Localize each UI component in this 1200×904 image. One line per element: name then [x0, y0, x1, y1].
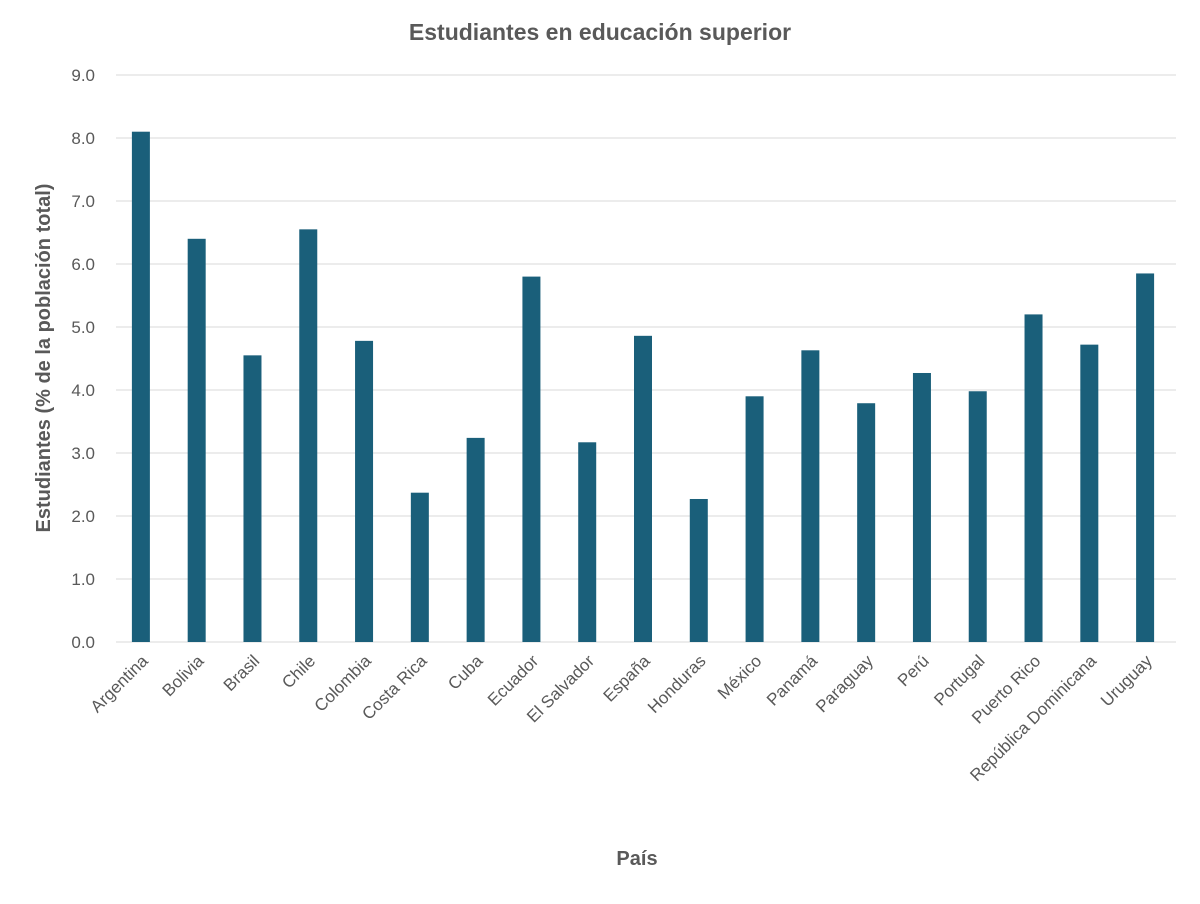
chart-title: Estudiantes en educación superior	[409, 19, 791, 45]
x-tick-label: Ecuador	[484, 651, 542, 709]
x-tick-label: Bolivia	[159, 651, 208, 700]
bar-perú	[912, 372, 931, 642]
bars	[131, 131, 1155, 643]
y-tick-label: 8.0	[71, 129, 95, 148]
bar-chile	[299, 229, 318, 642]
x-tick-label: Brasil	[220, 651, 263, 694]
y-axis-ticks: 0.0 1.0 2.0 3.0 4.0 5.0 6.0 7.0 8.0 9.0	[71, 66, 95, 652]
y-tick-label: 5.0	[71, 318, 95, 337]
bar-méxico	[745, 396, 764, 642]
bar-colombia	[355, 340, 374, 642]
x-tick-label: Chile	[278, 651, 319, 692]
x-tick-label: España	[600, 651, 655, 706]
bar-brasil	[243, 355, 262, 642]
x-tick-label: Uruguay	[1097, 651, 1156, 710]
bar-honduras	[689, 498, 708, 642]
x-axis-title: País	[616, 848, 657, 870]
y-tick-label: 4.0	[71, 381, 95, 400]
bar-portugal	[968, 391, 987, 642]
y-tick-label: 2.0	[71, 507, 95, 526]
y-tick-label: 6.0	[71, 255, 95, 274]
y-tick-label: 1.0	[71, 570, 95, 589]
bar-bolivia	[187, 238, 206, 643]
bar-el-salvador	[578, 442, 597, 642]
bar-república-dominicana	[1080, 344, 1099, 642]
x-tick-label: Argentina	[87, 651, 152, 716]
bar-paraguay	[857, 403, 876, 642]
y-tick-label: 7.0	[71, 192, 95, 211]
bar-ecuador	[522, 276, 541, 642]
x-tick-label: Paraguay	[812, 651, 877, 716]
y-tick-label: 0.0	[71, 633, 95, 652]
bar-argentina	[131, 131, 150, 642]
x-tick-label: Perú	[894, 651, 933, 690]
x-tick-label: Honduras	[644, 651, 710, 717]
bar-panamá	[801, 350, 820, 642]
x-tick-label: Portugal	[930, 651, 988, 709]
x-axis-category-labels: Argentina Bolivia Brasil ChileColombiaCosta…	[87, 651, 1156, 785]
bar-puerto-rico	[1024, 314, 1043, 642]
bar-uruguay	[1136, 273, 1155, 642]
bar-cuba	[466, 437, 485, 642]
bar-españa	[634, 335, 652, 642]
y-tick-label: 3.0	[71, 444, 95, 463]
y-axis-title: Estudiantes (% de la población total)	[33, 184, 55, 533]
bar-costa-rica	[410, 492, 429, 642]
x-tick-label: México	[714, 651, 766, 703]
x-tick-label: Cuba	[444, 651, 487, 694]
y-tick-label: 9.0	[71, 66, 95, 85]
